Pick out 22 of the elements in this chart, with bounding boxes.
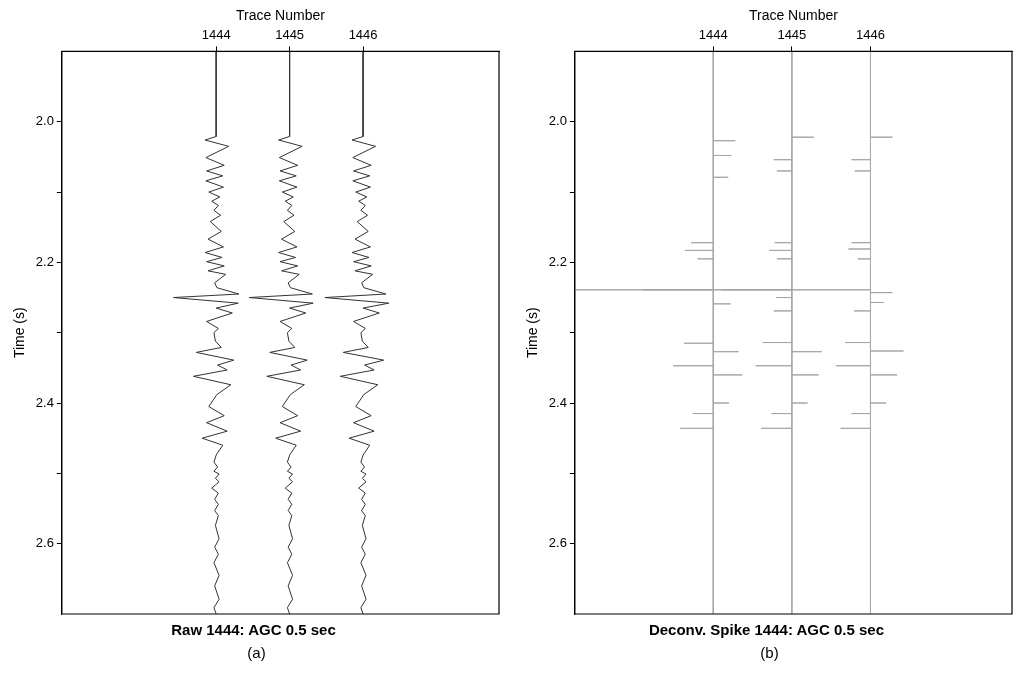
x-axis-title: Trace Number [235, 7, 326, 24]
x-tick-label: 1446 [856, 27, 885, 43]
x-tick-label: 1444 [201, 27, 231, 43]
x-tick-label: 1445 [777, 27, 807, 43]
y-tick-label: 2.2 [548, 253, 567, 269]
y-tick-label: 2.6 [548, 535, 567, 551]
y-tick-label: 2.0 [35, 113, 54, 129]
y-tick-label: 2.6 [35, 535, 54, 551]
y-tick-label: 2.4 [548, 394, 567, 410]
x-tick-label: 1446 [348, 27, 378, 43]
text: (a) [247, 644, 266, 661]
text: (b) [760, 644, 779, 661]
y-tick-label: 2.2 [35, 253, 54, 269]
text: Raw 1444: AGC 0.5 sec [171, 621, 336, 639]
y-tick-label: 2.4 [35, 394, 54, 410]
text: Deconv. Spike 1444: AGC 0.5 sec [648, 621, 885, 639]
y-tick-label: 2.0 [548, 113, 567, 129]
x-tick-label: 1444 [698, 27, 728, 43]
y-axis-title: Time (s) [11, 307, 28, 359]
y-axis-title: Time (s) [524, 307, 541, 359]
x-axis-title: Trace Number [748, 7, 839, 24]
x-tick-label: 1445 [275, 27, 305, 43]
